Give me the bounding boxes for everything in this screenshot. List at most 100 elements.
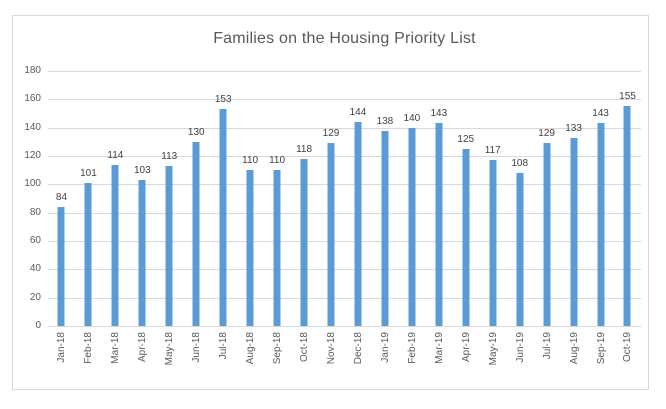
data-label: 153 (214, 94, 232, 106)
x-axis-tick-label-text: May-19 (487, 332, 499, 366)
bar (219, 109, 227, 326)
y-axis-tick-label: 100 (24, 178, 41, 190)
gridline-y-140 (48, 127, 641, 129)
x-axis-tick-label-text: Jul-19 (541, 332, 553, 360)
bar-column-Aug-19: 133 Aug-19 (560, 71, 587, 365)
data-label: 133 (565, 122, 582, 134)
x-axis-tick-label: Feb-18 (79, 332, 97, 364)
y-axis-tick-label: 140 (24, 121, 41, 133)
x-axis-tick-label: Apr-18 (133, 332, 151, 362)
x-axis-tick-label: Jan-18 (52, 332, 70, 363)
bar (354, 122, 362, 326)
bar (408, 127, 416, 326)
x-axis-tick-label: Jul-18 (214, 332, 232, 359)
bar (84, 182, 92, 326)
chart-frame: Families on the Housing Priority List 0 2… (12, 15, 649, 390)
x-axis-tick-label: Oct-18 (295, 332, 313, 362)
bar-column-May-18: 113 May-18 (156, 71, 183, 365)
gridline-y-80 (48, 212, 641, 214)
x-axis-tick-label-text: Mar-18 (110, 332, 122, 364)
x-axis-tick-label-text: Apr-19 (460, 332, 472, 363)
gridline-y-0 (48, 326, 641, 327)
y-axis-tick-label: 40 (29, 263, 41, 275)
data-label: 118 (296, 143, 313, 155)
data-label: 108 (511, 158, 529, 169)
x-axis-tick-label: Mar-18 (106, 332, 124, 364)
gridline-y-60 (48, 241, 641, 242)
x-axis-tick-label: Sep-19 (592, 332, 610, 364)
x-axis-tick-label-text: Feb-18 (83, 332, 95, 364)
gridline-y-40 (48, 269, 641, 271)
data-label: 155 (619, 91, 636, 103)
bar (570, 137, 578, 326)
data-label: 143 (430, 108, 448, 120)
bar (543, 143, 551, 326)
x-axis-tick-label-text: Aug-18 (245, 332, 257, 365)
x-axis-tick-label: Aug-19 (565, 332, 583, 364)
data-label: 144 (349, 107, 367, 118)
bar-column-Feb-18: 101 Feb-18 (75, 71, 102, 364)
bar-column-Jul-19: 129 Jul-19 (533, 71, 560, 359)
bar-column-Nov-18: 129 Nov-18 (318, 71, 345, 364)
x-axis-tick-label: Jul-19 (538, 332, 556, 359)
bar-series: 84 Jan-18 101 Feb-18 114 Mar-18 103 Apr-18 113 Ma… (48, 71, 641, 365)
data-label: 103 (133, 165, 151, 177)
data-label: 125 (457, 133, 475, 145)
bar (435, 123, 443, 326)
bar-column-Sep-18: 110 Sep-18 (264, 71, 291, 364)
y-axis-tick-label: 0 (35, 320, 41, 331)
x-axis-tick-label: Sep-18 (268, 332, 286, 364)
data-label: 110 (242, 155, 259, 167)
bar-column-Mar-19: 143 Mar-19 (425, 71, 452, 363)
x-axis-tick-label-text: Feb-19 (406, 332, 418, 364)
bar-column-Aug-18: 110 Aug-18 (237, 71, 264, 364)
bar (138, 180, 146, 326)
x-axis-tick-label: Jan-19 (376, 332, 394, 363)
y-axis-tick-label: 160 (24, 93, 41, 105)
x-axis-tick-label: May-19 (484, 332, 502, 365)
data-label: 129 (538, 128, 555, 140)
x-axis-tick-label-text: May-18 (164, 332, 176, 366)
data-label: 130 (187, 126, 205, 138)
x-axis-tick-label: Apr-19 (457, 332, 475, 362)
gridline-y-180 (48, 71, 641, 72)
data-label: 114 (107, 149, 124, 161)
x-axis-tick-label: Mar-19 (430, 332, 448, 364)
bar (489, 160, 497, 326)
y-axis-tick-label: 120 (24, 150, 41, 161)
data-label: 138 (376, 115, 394, 127)
bar (381, 130, 389, 326)
data-label: 84 (55, 192, 68, 203)
x-axis-tick-label-text: Sep-18 (272, 332, 284, 365)
bar-column-Sep-19: 143 Sep-19 (587, 71, 614, 364)
data-label: 117 (484, 145, 501, 157)
bar (246, 170, 254, 326)
x-axis-tick-label: Jun-19 (511, 332, 529, 363)
bar (111, 164, 119, 326)
bar (597, 123, 605, 326)
bar-column-Jan-19: 138 Jan-19 (371, 71, 398, 363)
chart-title: Families on the Housing Priority List (213, 30, 476, 47)
bar (623, 106, 631, 326)
bar-column-Oct-19: 155 Oct-19 (614, 71, 641, 362)
x-axis-tick-label-text: Jul-18 (218, 332, 230, 360)
bar-column-Apr-18: 103 Apr-18 (129, 71, 156, 362)
x-axis-tick-label-text: Oct-18 (299, 332, 311, 363)
data-label: 140 (403, 112, 421, 124)
bar (462, 148, 470, 326)
bar-column-Mar-18: 114 Mar-18 (102, 71, 129, 364)
bar (300, 158, 308, 326)
x-axis-tick-label: Jun-18 (187, 332, 205, 363)
bar-column-May-19: 117 May-19 (479, 71, 506, 365)
x-axis-tick-label-text: Jun-19 (514, 332, 526, 363)
bar-column-Jul-18: 153 Jul-18 (210, 71, 237, 359)
bar (165, 165, 173, 326)
gridline-y-20 (48, 297, 641, 299)
x-axis-tick-label-text: Jun-18 (191, 332, 203, 363)
x-axis-tick-label-text: Dec-18 (352, 332, 364, 365)
x-axis-tick-label-text: Aug-19 (568, 332, 580, 365)
x-axis-tick-label: Aug-18 (241, 332, 259, 364)
bar-column-Apr-19: 125 Apr-19 (452, 71, 479, 362)
data-label: 129 (322, 128, 340, 140)
bar (192, 141, 200, 326)
